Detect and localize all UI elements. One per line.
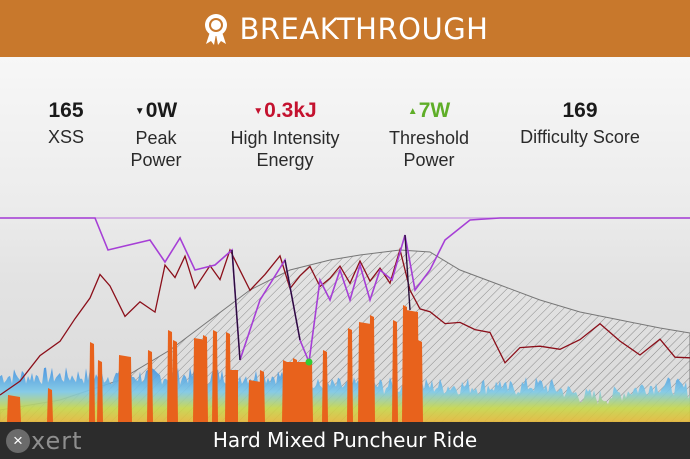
spike-bar — [347, 328, 353, 422]
spike-bar — [225, 332, 231, 422]
spike-bar — [89, 342, 95, 422]
stat-hie-value: 0.3kJ — [264, 99, 317, 122]
spike-bar — [369, 315, 375, 422]
stat-hie-label-line2: Energy — [256, 150, 314, 170]
spike-bar — [259, 370, 265, 422]
spike-bar — [172, 340, 178, 422]
banner-title: BREAKTHROUGH — [239, 11, 489, 46]
spike-bar — [405, 310, 419, 422]
intensity-spikes — [7, 305, 423, 422]
stat-threshold-power-value: 7W — [418, 99, 451, 122]
footer-bar: Hard Mixed Puncheur Ride × xert — [0, 422, 690, 459]
spike-bar — [322, 350, 328, 422]
stat-hie-label-line1: High Intensity — [230, 128, 340, 148]
spike-block — [284, 362, 312, 422]
award-ribbon-icon — [204, 13, 227, 45]
stat-threshold-label-line2: Power — [403, 150, 455, 170]
power-line — [0, 247, 690, 396]
stat-xss: 165 XSS — [48, 96, 84, 148]
down-arrow-icon: ▼ — [134, 106, 145, 117]
activity-chart — [0, 217, 690, 422]
spike-bar — [167, 330, 173, 422]
spike-bar — [248, 380, 262, 422]
spike-bar — [417, 340, 423, 422]
breakthrough-marker — [305, 358, 313, 366]
stat-peak-power-label-line2: Power — [130, 150, 182, 170]
stats-row: 165 XSS ▼0W Peak Power ▼0.3kJ High Inten… — [0, 96, 690, 186]
stat-threshold-power: ▲7W Threshold Power — [389, 96, 469, 171]
spike-bar — [97, 360, 103, 422]
stat-difficulty-label: Difficulty Score — [520, 127, 640, 147]
stat-peak-power-value: 0W — [145, 99, 178, 122]
mpa-line — [0, 217, 690, 366]
spike-bar — [392, 320, 398, 422]
breakthrough-banner: BREAKTHROUGH — [0, 0, 690, 57]
spike-bar — [202, 335, 208, 422]
stat-xss-label: XSS — [47, 127, 85, 147]
stat-difficulty-score: 169 Difficulty Score — [520, 96, 640, 148]
xert-logo: × xert — [6, 426, 83, 455]
spike-bar — [47, 388, 53, 422]
xert-logo-text: xert — [31, 426, 83, 455]
spike-bar — [147, 350, 153, 422]
up-arrow-icon: ▲ — [407, 106, 418, 117]
stat-difficulty-value: 169 — [562, 99, 598, 122]
workout-title: Hard Mixed Puncheur Ride — [212, 428, 478, 452]
mpa-path — [0, 217, 690, 366]
xert-logo-icon: × — [6, 428, 30, 453]
spike-block — [230, 370, 238, 422]
power-path — [0, 247, 690, 396]
down-arrow-icon: ▼ — [253, 106, 264, 117]
stat-threshold-label-line1: Threshold — [388, 128, 470, 148]
stat-peak-power: ▼0W Peak Power — [130, 96, 181, 171]
stat-peak-power-label-line1: Peak — [135, 128, 177, 148]
stat-xss-value: 165 — [48, 99, 84, 122]
stat-high-intensity-energy: ▼0.3kJ High Intensity Energy — [230, 96, 339, 171]
spike-bar — [118, 355, 132, 422]
spike-bar — [358, 322, 372, 422]
mpa-drop-path — [231, 234, 411, 361]
spike-bar — [212, 330, 218, 422]
spike-bar — [7, 395, 21, 422]
